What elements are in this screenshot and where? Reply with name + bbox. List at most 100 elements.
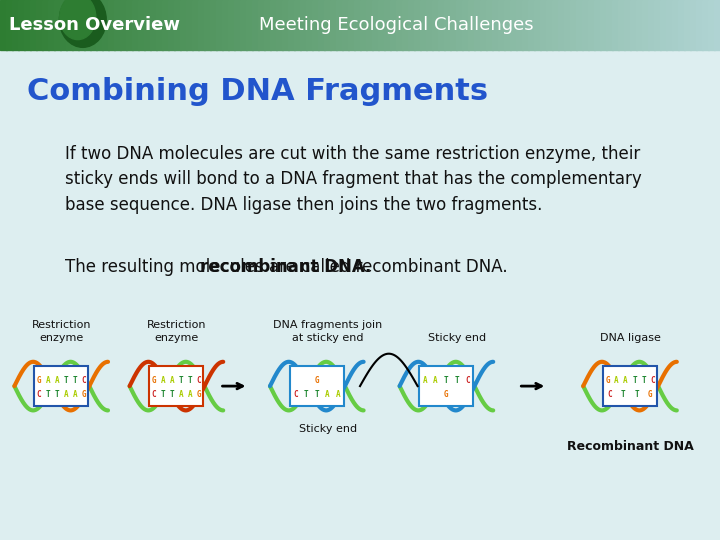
Bar: [666, 0, 673, 50]
Text: T: T: [621, 390, 626, 399]
Bar: [354, 0, 361, 50]
Text: C: C: [293, 390, 297, 399]
Bar: [96, 0, 104, 50]
Text: T: T: [188, 375, 192, 384]
Bar: [102, 0, 109, 50]
Bar: [192, 0, 199, 50]
Bar: [534, 0, 541, 50]
Bar: [576, 0, 583, 50]
Text: T: T: [170, 390, 174, 399]
Text: G: G: [152, 375, 156, 384]
Bar: [570, 0, 577, 50]
Bar: [174, 0, 181, 50]
Bar: [708, 0, 716, 50]
Text: The resulting molecules are called recombinant DNA.: The resulting molecules are called recom…: [65, 258, 508, 276]
Bar: [702, 0, 709, 50]
Bar: [138, 0, 145, 50]
Text: T: T: [632, 375, 636, 384]
Bar: [432, 0, 439, 50]
Text: C: C: [197, 375, 201, 384]
Text: Sticky end: Sticky end: [428, 333, 486, 343]
Bar: [270, 0, 277, 50]
Bar: [426, 0, 433, 50]
Bar: [420, 0, 428, 50]
Bar: [660, 0, 667, 50]
Bar: [228, 0, 235, 50]
Text: T: T: [63, 375, 68, 384]
Bar: [648, 0, 655, 50]
Bar: [366, 0, 374, 50]
Bar: [402, 0, 410, 50]
Bar: [600, 0, 608, 50]
Bar: [42, 0, 50, 50]
Bar: [252, 0, 259, 50]
Text: G: G: [37, 375, 41, 384]
Bar: [246, 0, 253, 50]
Text: A: A: [614, 375, 618, 384]
Bar: [132, 0, 140, 50]
Text: C: C: [650, 375, 654, 384]
Bar: [408, 0, 415, 50]
Bar: [210, 0, 217, 50]
Bar: [114, 0, 122, 50]
Bar: [180, 0, 187, 50]
Bar: [150, 0, 158, 50]
Bar: [588, 0, 595, 50]
Bar: [294, 0, 302, 50]
Text: A: A: [433, 375, 438, 384]
Bar: [156, 0, 163, 50]
Text: T: T: [45, 390, 50, 399]
Text: Restriction
enzyme: Restriction enzyme: [147, 321, 206, 343]
Bar: [216, 0, 223, 50]
Bar: [552, 0, 559, 50]
FancyBboxPatch shape: [35, 366, 89, 407]
Bar: [684, 0, 691, 50]
Text: A: A: [170, 375, 174, 384]
Text: C: C: [37, 390, 41, 399]
Bar: [606, 0, 613, 50]
Bar: [324, 0, 331, 50]
Bar: [510, 0, 518, 50]
Bar: [54, 0, 61, 50]
Bar: [450, 0, 457, 50]
Text: A: A: [179, 390, 183, 399]
Text: G: G: [81, 390, 86, 399]
Text: T: T: [179, 375, 183, 384]
Text: G: G: [648, 390, 652, 399]
Bar: [462, 0, 469, 50]
Text: T: T: [73, 375, 77, 384]
Text: If two DNA molecules are cut with the same restriction enzyme, their
sticky ends: If two DNA molecules are cut with the sa…: [65, 145, 642, 214]
Text: DNA ligase: DNA ligase: [600, 333, 660, 343]
Bar: [624, 0, 631, 50]
Text: T: T: [642, 375, 646, 384]
Bar: [204, 0, 212, 50]
Bar: [456, 0, 464, 50]
Bar: [186, 0, 194, 50]
Bar: [240, 0, 248, 50]
Bar: [486, 0, 493, 50]
Text: G: G: [606, 375, 610, 384]
Bar: [444, 0, 451, 50]
Bar: [504, 0, 511, 50]
Text: A: A: [336, 390, 341, 399]
Bar: [522, 0, 529, 50]
FancyBboxPatch shape: [289, 366, 344, 407]
Bar: [342, 0, 349, 50]
Bar: [480, 0, 487, 50]
Text: T: T: [455, 375, 459, 384]
Bar: [264, 0, 271, 50]
Bar: [474, 0, 482, 50]
Bar: [390, 0, 397, 50]
Bar: [48, 0, 55, 50]
Text: A: A: [624, 375, 628, 384]
Bar: [336, 0, 343, 50]
Bar: [468, 0, 475, 50]
FancyBboxPatch shape: [419, 366, 474, 407]
Bar: [108, 0, 115, 50]
Bar: [678, 0, 685, 50]
Text: Lesson Overview: Lesson Overview: [9, 16, 180, 34]
Bar: [696, 0, 703, 50]
Bar: [714, 0, 720, 50]
Text: G: G: [197, 390, 201, 399]
Bar: [198, 0, 205, 50]
